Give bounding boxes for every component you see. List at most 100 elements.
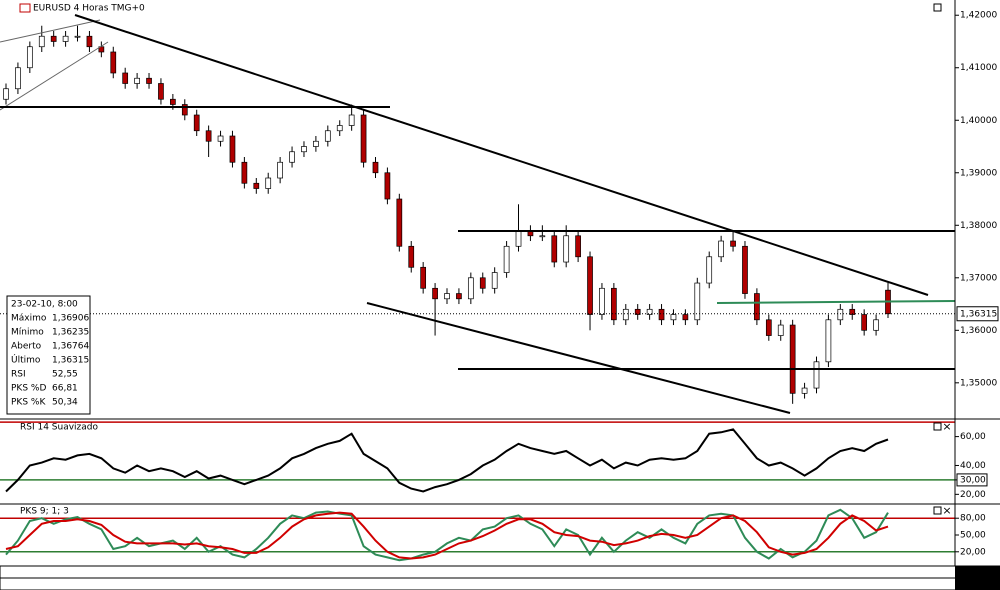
y-tick-label: 1,38000: [960, 221, 997, 231]
candle-body: [3, 88, 9, 100]
y-tick-label: 20,00: [960, 547, 986, 557]
green-line: [716, 300, 956, 304]
last-price-box: [956, 306, 999, 322]
candle-body: [849, 308, 856, 315]
candle-body: [277, 161, 283, 179]
candle-body: [611, 287, 617, 321]
candle-body: [813, 361, 820, 389]
pks-panel-title: PKS 9; 1; 3: [20, 507, 69, 517]
candle-body: [742, 245, 748, 294]
window-button[interactable]: [933, 3, 942, 12]
candle-body: [324, 130, 331, 142]
corner: [955, 566, 1000, 590]
info-label: Aberto: [11, 342, 42, 352]
candle-body: [170, 98, 176, 105]
y-tick-label: 1,39000: [960, 168, 997, 178]
candle-body: [110, 51, 117, 74]
candle-body: [217, 135, 224, 142]
candle-body: [575, 235, 581, 258]
candle-body: [301, 146, 307, 153]
candle-body: [599, 287, 605, 315]
y-tick-label: 1,37000: [960, 273, 997, 283]
candle-body: [26, 46, 33, 69]
candle-body: [479, 277, 486, 289]
candle-body: [289, 151, 295, 163]
symbol-icon: [19, 3, 31, 13]
candle-body: [622, 308, 629, 321]
info-value: 50,34: [52, 398, 78, 408]
candle-body: [15, 67, 21, 90]
candle-body: [563, 235, 570, 263]
info-value: 1,36764: [52, 342, 89, 352]
marks: [0, 25, 955, 562]
candle-body: [467, 277, 474, 300]
info-label: Máximo: [11, 314, 47, 324]
candle-body: [837, 308, 844, 321]
window-button[interactable]: [933, 506, 942, 515]
candle-body: [670, 314, 677, 321]
candle-body: [456, 293, 462, 300]
candle-body: [134, 77, 140, 84]
candle-body: [336, 125, 343, 132]
candle-body: [634, 308, 641, 315]
y-tick-label: 40,00: [960, 461, 986, 471]
trend-line: [366, 302, 791, 414]
info-box: 23-02-10, 8:00 Máximo 1,36906 Mínimo 1,3623…: [6, 295, 91, 415]
info-value: 66,81: [52, 384, 78, 394]
candle-body: [158, 83, 164, 100]
candle-body: [253, 182, 260, 189]
trend-line: [74, 14, 929, 296]
candle-body: [765, 319, 772, 336]
annotations: [0, 14, 956, 414]
candle-body: [658, 308, 665, 321]
candle-body: [789, 324, 796, 394]
candle-body: [551, 235, 558, 263]
candle-body: [539, 235, 546, 238]
candle-body: [444, 293, 450, 300]
close-icon[interactable]: ×: [942, 504, 951, 517]
close-icon[interactable]: ×: [942, 420, 951, 433]
candle-body: [38, 35, 45, 48]
candle-body: [50, 35, 57, 42]
y-tick-label: 20,00: [960, 490, 986, 500]
info-label: Último: [11, 354, 41, 366]
price-panel-title: EURUSD 4 Horas TMG+0: [33, 4, 145, 14]
candle-body: [587, 256, 593, 315]
candle-body: [420, 266, 427, 289]
candle-body: [491, 272, 498, 289]
candle-body: [181, 104, 188, 116]
candle-body: [348, 114, 355, 126]
candle-body: [718, 240, 724, 258]
candle-body: [122, 72, 129, 84]
info-value: 1,36235: [52, 328, 89, 338]
y-tick-label: 1,36000: [960, 326, 997, 336]
candle-body: [861, 314, 868, 331]
y-tick-label: 30,00: [960, 475, 986, 485]
last-price-label: 1,36315: [960, 309, 997, 319]
info-label: PKS %D: [11, 384, 46, 394]
tick-box: [956, 473, 988, 487]
candle-body: [646, 308, 653, 315]
y-tick-label: 60,00: [960, 432, 986, 442]
y-tick-label: 1,41000: [960, 63, 997, 73]
candle-body: [372, 161, 379, 174]
y-tick-label: 50,00: [960, 531, 986, 541]
candle-body: [503, 245, 510, 273]
candle-body: [777, 324, 784, 336]
candle-body: [801, 387, 808, 394]
candle-body: [193, 114, 200, 132]
candle-body: [754, 293, 760, 321]
candle-body: [205, 130, 212, 142]
info-label: PKS %K: [11, 398, 46, 408]
candle-body: [873, 319, 879, 331]
candle-body: [62, 35, 69, 42]
window-button[interactable]: [933, 422, 942, 431]
y-tick-label: 1,35000: [960, 378, 997, 388]
info-value: 1,36315: [52, 356, 89, 366]
info-header: 23-02-10, 8:00: [11, 300, 78, 310]
candle-body: [682, 314, 689, 321]
candle-body: [229, 135, 236, 163]
